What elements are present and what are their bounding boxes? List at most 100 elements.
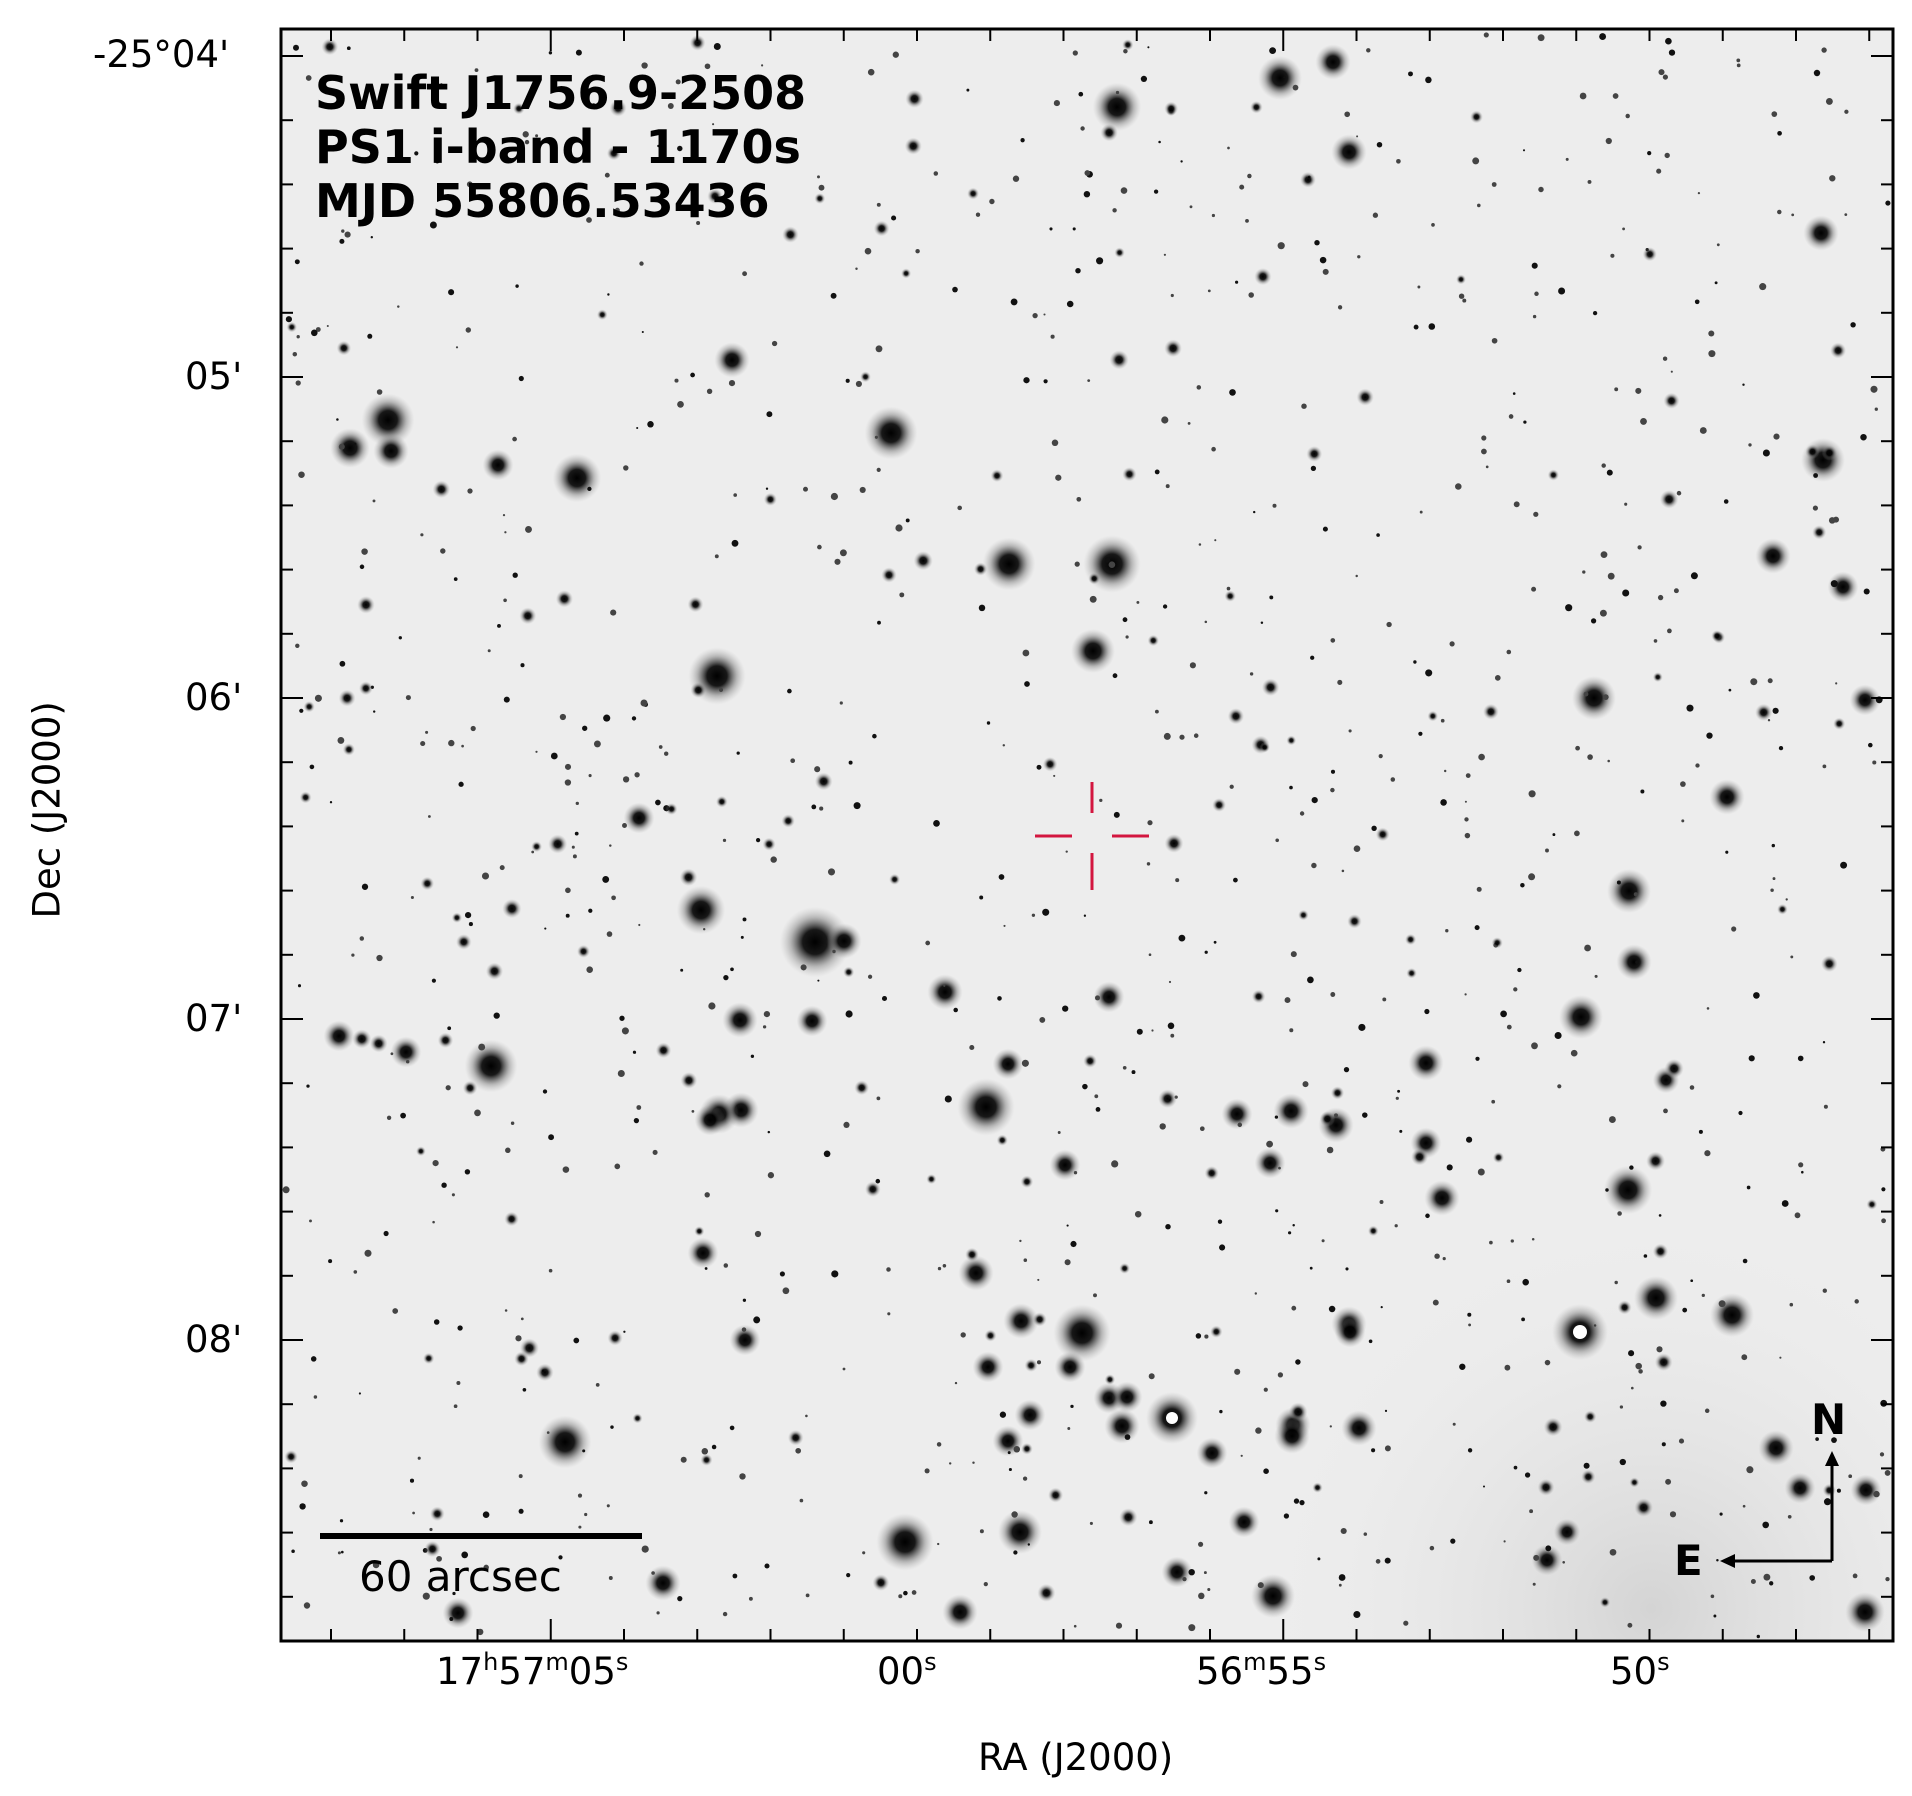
star-field <box>282 32 1891 1639</box>
star <box>531 841 543 853</box>
faint-star <box>1008 1467 1012 1472</box>
faint-star <box>1278 1166 1281 1170</box>
star <box>1100 123 1118 142</box>
faint-star <box>957 505 962 511</box>
faint-star <box>1337 679 1343 685</box>
faint-star <box>997 996 1002 1001</box>
faint-star <box>451 1193 455 1197</box>
star <box>1629 1477 1640 1488</box>
star <box>597 309 608 321</box>
faint-star <box>1458 293 1465 299</box>
faint-star <box>1269 47 1277 55</box>
faint-star <box>1599 609 1607 617</box>
faint-star <box>641 330 644 334</box>
faint-star <box>1686 704 1694 712</box>
star <box>1254 1147 1286 1179</box>
star <box>338 689 356 707</box>
faint-star <box>1371 825 1377 831</box>
faint-star <box>1042 908 1050 916</box>
star <box>323 1020 355 1052</box>
faint-star <box>621 1027 629 1035</box>
faint-star <box>512 436 517 442</box>
faint-star <box>730 967 734 972</box>
star <box>361 393 415 447</box>
faint-star <box>1830 580 1838 588</box>
faint-star <box>1428 323 1436 330</box>
faint-star <box>764 1563 770 1569</box>
band-exposure-label: PS1 i-band - 1170s <box>315 120 801 174</box>
star <box>1161 1556 1193 1588</box>
star <box>286 321 297 333</box>
faint-star <box>1662 356 1668 361</box>
faint-star <box>1020 138 1025 143</box>
faint-star <box>503 598 507 603</box>
faint-star <box>1592 310 1598 316</box>
faint-star <box>623 465 629 471</box>
faint-star <box>1612 93 1619 99</box>
faint-star <box>1690 572 1698 580</box>
faint-star <box>948 1462 952 1465</box>
star <box>1315 44 1351 80</box>
faint-star <box>1583 1462 1590 1469</box>
faint-star <box>1638 1369 1643 1374</box>
faint-star <box>1211 446 1216 452</box>
faint-star <box>1147 46 1150 49</box>
faint-star <box>855 267 858 270</box>
star <box>1427 710 1439 722</box>
faint-star <box>1277 1372 1284 1378</box>
faint-star <box>830 292 837 299</box>
faint-star <box>664 751 669 756</box>
faint-star <box>1565 604 1573 612</box>
faint-star <box>876 202 881 207</box>
faint-star <box>1111 1160 1119 1168</box>
faint-star <box>1434 1253 1440 1259</box>
star <box>864 406 918 460</box>
faint-star <box>338 443 345 450</box>
faint-star <box>1178 934 1186 942</box>
faint-star <box>1773 433 1780 440</box>
faint-star <box>546 1431 550 1434</box>
faint-star <box>1619 1458 1626 1466</box>
star <box>707 188 723 204</box>
faint-star <box>351 953 355 957</box>
star <box>901 268 912 279</box>
star <box>655 1042 672 1059</box>
faint-star <box>1504 1364 1511 1371</box>
faint-star <box>898 1594 903 1599</box>
faint-star <box>1868 742 1873 748</box>
faint-star <box>1673 588 1679 594</box>
faint-star <box>457 1325 463 1331</box>
faint-star <box>1478 753 1485 761</box>
faint-star <box>1307 976 1314 984</box>
faint-star <box>1873 1490 1880 1498</box>
faint-star <box>1528 873 1536 881</box>
star <box>1083 1054 1097 1068</box>
faint-star <box>805 1593 810 1598</box>
faint-star <box>1260 621 1264 624</box>
faint-star <box>1334 1113 1338 1118</box>
faint-star <box>1182 1576 1187 1582</box>
faint-star <box>461 1551 469 1559</box>
star <box>957 1078 1015 1136</box>
faint-star <box>1293 1498 1300 1504</box>
faint-star <box>1522 1278 1529 1286</box>
faint-star <box>1772 707 1779 714</box>
star <box>1375 827 1390 842</box>
faint-star <box>1874 407 1878 411</box>
faint-star <box>1233 877 1238 883</box>
faint-star <box>1694 299 1700 305</box>
faint-star <box>639 261 644 266</box>
faint-star <box>367 333 373 339</box>
faint-star <box>1195 1333 1202 1339</box>
faint-star <box>422 1592 430 1600</box>
faint-star <box>453 577 458 581</box>
star <box>303 701 315 713</box>
faint-star <box>1513 987 1518 992</box>
faint-star <box>1424 1008 1430 1015</box>
faint-star <box>1756 1634 1760 1639</box>
star <box>645 1565 681 1601</box>
star <box>1312 1482 1323 1493</box>
faint-star <box>1146 862 1151 866</box>
faint-star <box>1353 1610 1361 1619</box>
faint-star <box>1524 1472 1531 1478</box>
